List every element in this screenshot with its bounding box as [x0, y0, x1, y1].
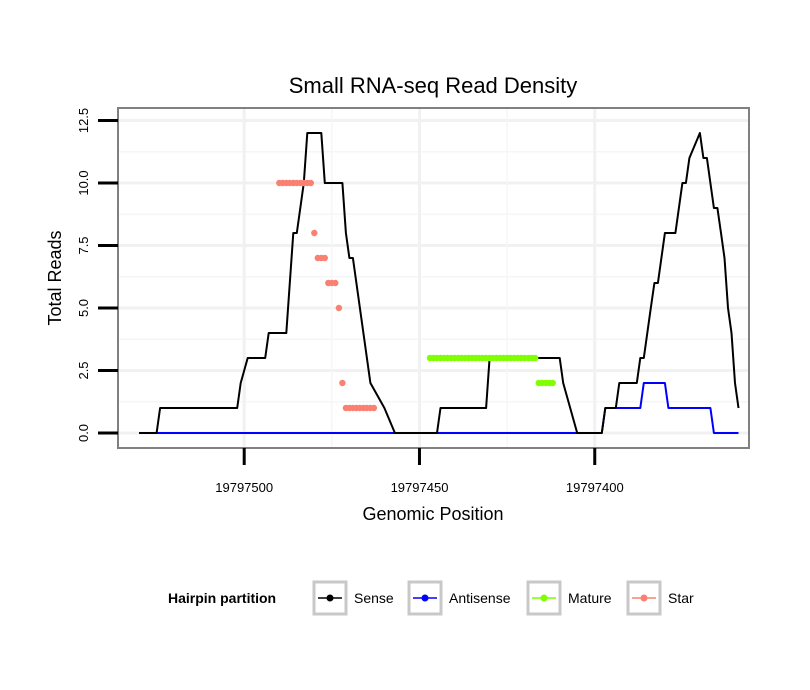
- series-line-sense: [139, 132, 740, 434]
- x-tick-label: 19797450: [391, 480, 449, 495]
- legend-label-sense: Sense: [354, 590, 394, 606]
- legend-key-mature-dot: [540, 594, 548, 602]
- y-tick-label: 7.5: [76, 236, 91, 254]
- y-axis-title: Total Reads: [45, 230, 65, 325]
- x-axis-title: Genomic Position: [362, 504, 503, 524]
- y-tick-label: 2.5: [76, 361, 91, 379]
- legend-label-star: Star: [668, 590, 694, 606]
- data-point-star: [339, 379, 346, 387]
- plot-grid: [118, 108, 749, 448]
- plot-panel-border: [117, 107, 750, 449]
- legend-label-mature: Mature: [568, 590, 612, 606]
- plot-axes: 0.0 2.5 5.0 7.5 10.0 12.5 19797500 19797450 1979…: [76, 108, 624, 495]
- legend: Hairpin partition Sense Antisense Mature…: [168, 580, 694, 616]
- data-point-star: [321, 254, 328, 262]
- legend-item-sense: Sense: [312, 580, 394, 616]
- plot-series: [139, 132, 740, 434]
- data-point-star: [370, 404, 378, 412]
- data-point-mature: [549, 379, 556, 387]
- legend-item-mature: Mature: [526, 580, 612, 616]
- legend-item-antisense: Antisense: [407, 580, 511, 616]
- chart-title: Small RNA-seq Read Density: [289, 73, 578, 98]
- x-tick-label: 19797500: [215, 480, 273, 495]
- data-point-star: [307, 179, 314, 187]
- data-point-star: [335, 304, 343, 312]
- y-tick-label: 5.0: [76, 299, 91, 317]
- x-tick-label: 19797400: [566, 480, 624, 495]
- y-tick-label: 10.0: [76, 170, 91, 195]
- legend-label-antisense: Antisense: [449, 590, 511, 606]
- legend-item-star: Star: [626, 580, 694, 616]
- y-tick-label: 12.5: [76, 108, 91, 133]
- legend-key-antisense-dot: [421, 594, 429, 602]
- data-point-star: [311, 229, 318, 237]
- legend-title: Hairpin partition: [168, 590, 276, 606]
- legend-key-sense-dot: [326, 594, 334, 602]
- data-point-mature: [532, 354, 539, 362]
- y-tick-label: 0.0: [76, 424, 91, 442]
- legend-key-star-dot: [640, 594, 648, 602]
- data-point-star: [332, 279, 339, 287]
